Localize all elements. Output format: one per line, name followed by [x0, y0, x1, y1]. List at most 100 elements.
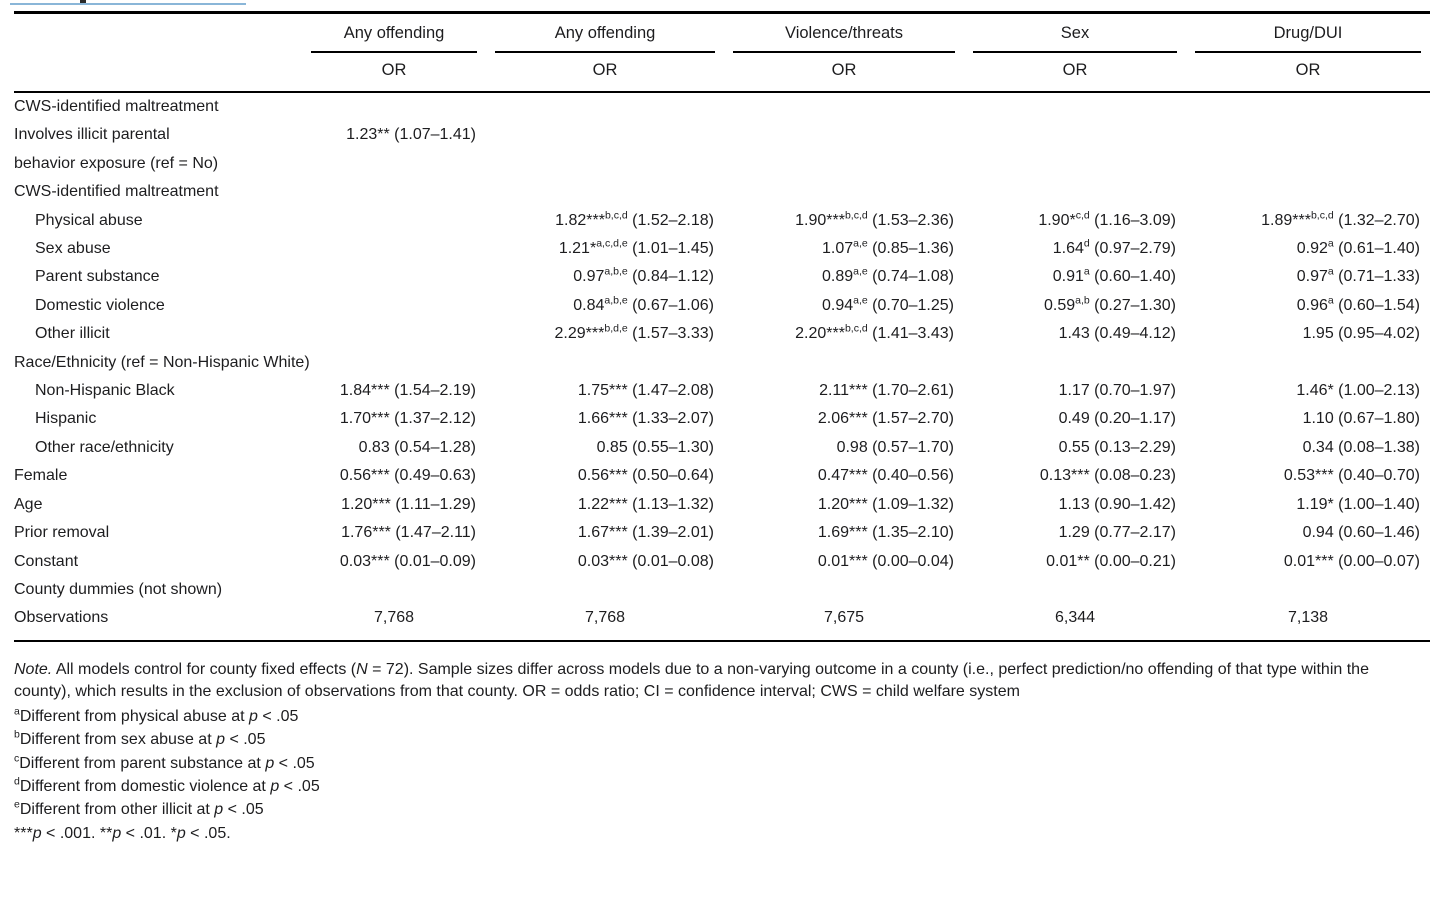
- row-label: CWS-identified maltreatment: [14, 183, 219, 201]
- or-cell: 0.84a,b,e (0.67–1.06): [573, 294, 714, 314]
- column-group-label: Any offending: [311, 14, 477, 53]
- or-cell: 6,344: [964, 604, 1186, 642]
- or-cell: [964, 92, 1186, 121]
- or-cell: 1.90*c,d (1.16–3.09): [1038, 209, 1176, 229]
- table-notes: Note. All models control for county fixe…: [14, 659, 1430, 845]
- row-label: Involves illicit parental behavior expos…: [14, 126, 219, 172]
- or-cell: 0.56*** (0.50–0.64): [577, 467, 714, 485]
- or-cell: [302, 178, 486, 206]
- footnote: dDifferent from domestic violence at p <…: [14, 775, 320, 795]
- or-subheader: OR: [1186, 53, 1430, 93]
- or-cell: 0.01*** (0.00–0.07): [1283, 552, 1420, 570]
- or-cell: 1.84*** (1.54–2.19): [339, 382, 476, 400]
- or-cell: 0.85 (0.55–1.30): [596, 438, 714, 456]
- or-cell: 0.97a,b,e (0.84–1.12): [573, 266, 714, 286]
- or-cell: [964, 576, 1186, 604]
- footnote: eDifferent from other illicit at p < .05: [14, 799, 264, 819]
- or-cell: [724, 178, 964, 206]
- or-cell: [1186, 576, 1430, 604]
- table-body: CWS-identified maltreatment Involves illi…: [14, 92, 1430, 642]
- or-cell: [486, 178, 724, 206]
- table-row: Race/Ethnicity (ref = Non-Hispanic White…: [14, 349, 1430, 377]
- row-label: Hispanic: [35, 410, 97, 428]
- table-row: Other race/ethnicity 0.83 (0.54–1.28) 0.85…: [14, 434, 1430, 462]
- or-cell: [724, 92, 964, 121]
- or-cell: 1.67*** (1.39–2.01): [577, 524, 714, 542]
- or-cell: [486, 92, 724, 121]
- or-cell: 0.49 (0.20–1.17): [1058, 410, 1176, 428]
- or-cell: 0.94a,e (0.70–1.25): [821, 294, 954, 314]
- or-cell: 1.66*** (1.33–2.07): [577, 410, 714, 428]
- or-cell: [302, 92, 486, 121]
- table-row: Domestic violence 0.84a,b,e (0.67–1.06) 0.…: [14, 292, 1430, 320]
- link-underline: [10, 3, 246, 5]
- column-group-header: Violence/threats: [724, 13, 964, 53]
- row-label-header: [14, 12, 302, 93]
- or-cell: 2.06*** (1.57–2.70): [817, 410, 954, 428]
- or-cell: 0.03*** (0.01–0.09): [339, 552, 476, 570]
- or-subheader: OR: [964, 53, 1186, 93]
- row-label: Other race/ethnicity: [35, 438, 174, 456]
- row-label: County dummies (not shown): [14, 580, 223, 598]
- table-row: Age 1.20*** (1.11–1.29) 1.22*** (1.13–1.32…: [14, 491, 1430, 519]
- table-header: Any offending Any offending Violence/thr…: [14, 12, 1430, 93]
- or-cell: 0.56*** (0.49–0.63): [339, 467, 476, 485]
- or-cell: 7,138: [1186, 604, 1430, 642]
- table-row: Female 0.56*** (0.49–0.63) 0.56*** (0.50–0…: [14, 462, 1430, 490]
- clipped-table-caption-link[interactable]: [0, 0, 1444, 11]
- table-row: Other illicit 2.29***b,d,e (1.57–3.33) 2.2…: [14, 320, 1430, 348]
- or-cell: 1.17 (0.70–1.97): [1058, 382, 1176, 400]
- or-subheader: OR: [724, 53, 964, 93]
- or-cell: 1.76*** (1.47–2.11): [341, 524, 476, 542]
- or-cell: 1.46* (1.00–2.13): [1296, 382, 1420, 400]
- or-cell: 7,768: [486, 604, 724, 642]
- table-row: Constant 0.03*** (0.01–0.09) 0.03*** (0.01…: [14, 548, 1430, 576]
- row-label: Observations: [14, 604, 302, 642]
- or-cell: 1.69*** (1.35–2.10): [817, 524, 954, 542]
- or-cell: 0.96a (0.60–1.54): [1296, 294, 1420, 314]
- or-cell: 0.83 (0.54–1.28): [358, 438, 476, 456]
- or-cell: 7,675: [724, 604, 964, 642]
- or-cell: 2.11*** (1.70–2.61): [819, 382, 954, 400]
- or-cell: [486, 121, 724, 178]
- footnotes: aDifferent from physical abuse at p < .0…: [14, 705, 1430, 822]
- table-row: Observations 7,768 7,768 7,675 6,344 7,138: [14, 604, 1430, 642]
- or-cell: [724, 576, 964, 604]
- row-label: Sex abuse: [35, 240, 111, 258]
- row-label: Parent substance: [35, 268, 160, 286]
- or-cell: [302, 576, 486, 604]
- or-cell: [1186, 121, 1430, 178]
- footnote: cDifferent from parent substance at p < …: [14, 752, 315, 772]
- column-group-label: Any offending: [495, 14, 715, 53]
- or-cell: [964, 121, 1186, 178]
- or-cell: 1.23** (1.07–1.41): [346, 126, 476, 144]
- row-label: Non-Hispanic Black: [35, 382, 175, 400]
- table-row: Parent substance 0.97a,b,e (0.84–1.12) 0.8…: [14, 263, 1430, 291]
- or-cell: 0.91a (0.60–1.40): [1052, 266, 1176, 286]
- table-row: County dummies (not shown): [14, 576, 1430, 604]
- or-cell: 7,768: [302, 604, 486, 642]
- row-label: Constant: [14, 552, 79, 570]
- or-cell: [724, 121, 964, 178]
- table-row: Involves illicit parental behavior expos…: [14, 121, 1430, 178]
- note-paragraph: Note. All models control for county fixe…: [14, 660, 1369, 701]
- results-table: Any offending Any offending Violence/thr…: [14, 11, 1430, 642]
- row-label: Physical abuse: [35, 211, 143, 229]
- or-subheader-row: OR OR OR OR OR: [14, 53, 1430, 93]
- or-subheader: OR: [302, 53, 486, 93]
- or-cell: [486, 576, 724, 604]
- or-cell: 2.20***b,c,d (1.41–3.43): [795, 322, 954, 343]
- or-cell: 1.19* (1.00–1.40): [1296, 495, 1420, 513]
- clipped-text-fragment: [80, 0, 86, 3]
- column-group-label: Drug/DUI: [1195, 14, 1421, 53]
- or-cell: 1.75*** (1.47–2.08): [577, 382, 714, 400]
- or-cell: 1.70*** (1.37–2.12): [339, 410, 476, 428]
- or-cell: 1.07a,e (0.85–1.36): [821, 237, 954, 258]
- or-cell: 0.59a,b (0.27–1.30): [1043, 294, 1176, 314]
- row-label: Prior removal: [14, 524, 110, 542]
- table-row: Non-Hispanic Black 1.84*** (1.54–2.19) 1.7…: [14, 377, 1430, 405]
- or-cell: 1.20*** (1.09–1.32): [817, 495, 954, 513]
- or-cell: 1.95 (0.95–4.02): [1302, 325, 1420, 343]
- or-cell: 2.29***b,d,e (1.57–3.33): [554, 322, 714, 343]
- column-group-header: Any offending: [302, 13, 486, 53]
